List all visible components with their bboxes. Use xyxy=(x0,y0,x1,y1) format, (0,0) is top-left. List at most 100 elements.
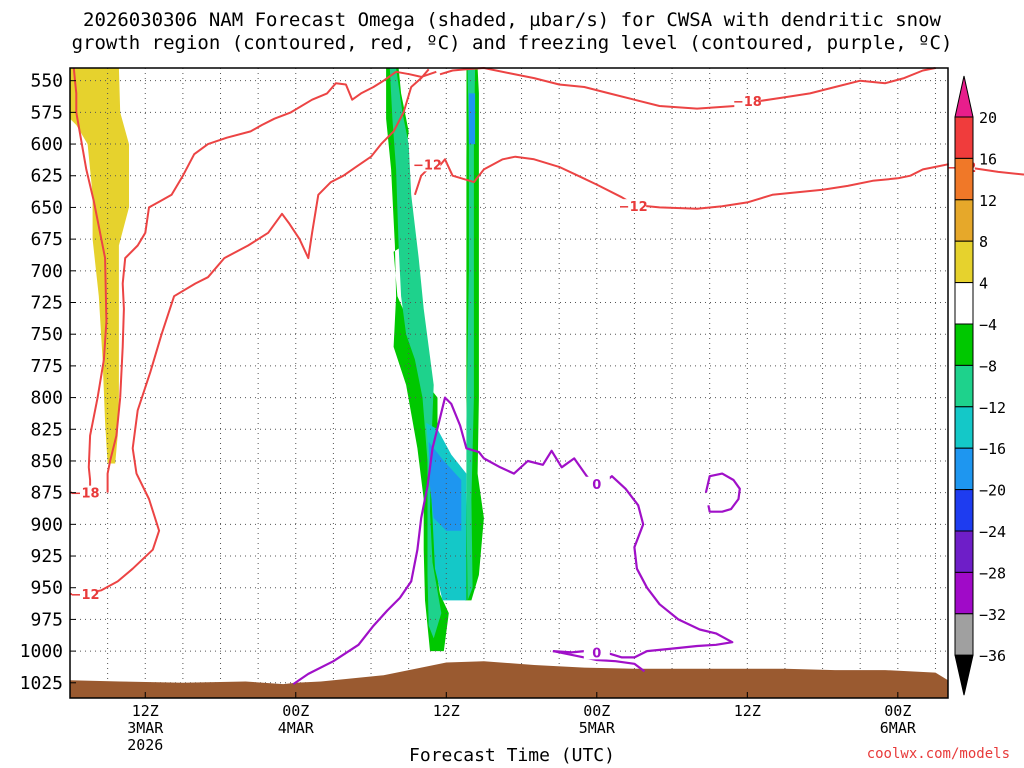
y-tick-label-725: 725 xyxy=(30,293,63,314)
colorbar-band-1 xyxy=(954,116,974,159)
y-tick-label-1025: 1025 xyxy=(20,673,63,694)
x-tick-label-69-1: 00Z xyxy=(884,702,911,720)
colorbar-label-0: 20 xyxy=(979,109,997,127)
colorbar-label-4: 4 xyxy=(979,275,988,293)
chart-title-line-2: growth region (contoured, red, ºC) and f… xyxy=(71,32,953,54)
temperature-contours xyxy=(70,67,1024,686)
x-tick-label-9-2: 3MAR xyxy=(127,719,164,737)
contour-label-4: −18 xyxy=(71,487,100,502)
contour-purple-0C-freezing-level-main xyxy=(292,396,734,686)
y-tick-label-800: 800 xyxy=(30,388,63,409)
plot-frame xyxy=(69,67,949,699)
x-tick-label-9-1: 12Z xyxy=(132,702,159,720)
colorbar-label-9: −20 xyxy=(979,482,1006,500)
contour-label-bg-6 xyxy=(583,476,610,491)
colorbar-label-5: −4 xyxy=(979,316,997,334)
contour-label-bg-4 xyxy=(72,485,99,500)
y-tick-label-1000: 1000 xyxy=(20,641,63,662)
colorbar-label-11: −28 xyxy=(979,564,1006,582)
colorbar-band-4 xyxy=(954,240,974,284)
x-tick-label-69-2: 6MAR xyxy=(880,719,917,737)
colorbar-band-11 xyxy=(954,530,974,573)
terrain-fill xyxy=(70,661,948,698)
y-tick-label-925: 925 xyxy=(30,546,63,567)
y-tick-label-950: 950 xyxy=(30,578,63,599)
colorbar-label-2: 12 xyxy=(979,192,997,210)
contour-red--18C-left xyxy=(70,67,108,494)
contour-label-bg-7 xyxy=(583,645,610,660)
contour-label-7: 0 xyxy=(592,646,601,661)
y-tick-label-775: 775 xyxy=(30,356,63,377)
terrain-layer xyxy=(70,661,948,698)
colorbar: 20 16 12 8 4 −4 −8 −12 −16 −20 −24 −28 −32 −36 xyxy=(954,75,1006,696)
colorbar-band-10 xyxy=(954,489,974,532)
x-tick-label-45-2: 5MAR xyxy=(579,719,616,737)
omega-region-downward-8-to-12-mint xyxy=(389,68,442,639)
colorbar-band-13 xyxy=(954,613,974,656)
no-data-gap xyxy=(422,68,467,337)
omega-region-downward-16-to-20-blue-2 xyxy=(468,93,476,145)
contour-label-6: 0 xyxy=(592,478,601,493)
omega-shading xyxy=(70,68,484,652)
x-tick-label-9-3: 2026 xyxy=(127,736,163,754)
contour-purple-0C-freezing-level-tail xyxy=(552,650,646,673)
colorbar-label-1: 16 xyxy=(979,150,997,168)
colorbar-label-13: −36 xyxy=(979,647,1006,665)
colorbar-label-12: −32 xyxy=(979,606,1006,624)
omega-region-downward-16-to-20-blue xyxy=(428,441,462,531)
y-tick-label-825: 825 xyxy=(30,419,63,440)
colorbar-label-3: 8 xyxy=(979,233,988,251)
contour-label-bg-2 xyxy=(620,199,647,214)
colorbar-band-3 xyxy=(954,199,974,242)
colorbar-band-6 xyxy=(954,323,974,366)
y-tick-label-600: 600 xyxy=(30,134,63,155)
contour-label-5: −12 xyxy=(71,588,100,603)
colorbar-bottom-arrow xyxy=(954,654,974,696)
colorbar-band-12 xyxy=(954,571,974,615)
x-tick-label-45-1: 00Z xyxy=(583,702,610,720)
y-tick-label-650: 650 xyxy=(30,197,63,218)
x-tick-label-33-1: 12Z xyxy=(433,702,460,720)
omega-region-upward-4-to-8-yellow xyxy=(70,68,129,464)
y-axis: 550 575 600 625 650 675 700 725 750 775 800 825 850 8… xyxy=(20,71,76,694)
contour-purple-0C-freezing-level-blob xyxy=(704,472,741,513)
colorbar-label-10: −24 xyxy=(979,523,1006,541)
x-tick-label-21-1: 00Z xyxy=(282,702,309,720)
contour-red--18C-main xyxy=(106,70,437,493)
credit-link[interactable]: coolwx.com/models xyxy=(866,746,1010,762)
contour-label-1: −12 xyxy=(413,158,442,173)
x-axis-title: Forecast Time (UTC) xyxy=(409,745,615,766)
chart-title-line-1: 2026030306 NAM Forecast Omega (shaded, µ… xyxy=(83,9,941,31)
grid-lines xyxy=(70,68,948,698)
y-tick-label-900: 900 xyxy=(30,514,63,535)
y-tick-label-550: 550 xyxy=(30,71,63,92)
contour-label-bg-0 xyxy=(734,93,761,108)
colorbar-band-8 xyxy=(954,406,974,449)
colorbar-band-2 xyxy=(954,157,974,201)
y-tick-label-975: 975 xyxy=(30,609,63,630)
x-tick-label-57-1: 12Z xyxy=(734,702,761,720)
colorbar-label-6: −8 xyxy=(979,357,997,375)
contour-label-bg-5 xyxy=(72,587,99,602)
contour-red--12C-right xyxy=(413,155,1024,210)
x-tick-label-21-2: 4MAR xyxy=(278,719,315,737)
colorbar-band-5 xyxy=(954,282,974,325)
y-tick-label-625: 625 xyxy=(30,166,63,187)
y-tick-label-675: 675 xyxy=(30,229,63,250)
contour-label-bg-1 xyxy=(414,157,441,172)
contour-label-2: −12 xyxy=(619,200,648,215)
contour-red--18C-upper xyxy=(439,67,936,110)
colorbar-band-7 xyxy=(954,364,974,408)
y-tick-label-575: 575 xyxy=(30,102,63,123)
colorbar-label-7: −12 xyxy=(979,399,1006,417)
y-tick-label-850: 850 xyxy=(30,451,63,472)
y-tick-label-750: 750 xyxy=(30,324,63,345)
contour-red--12C-main xyxy=(70,68,430,596)
colorbar-band-9 xyxy=(954,447,974,491)
colorbar-top-arrow xyxy=(954,75,974,118)
y-tick-label-700: 700 xyxy=(30,261,63,282)
contour-label-0: −18 xyxy=(733,95,762,110)
